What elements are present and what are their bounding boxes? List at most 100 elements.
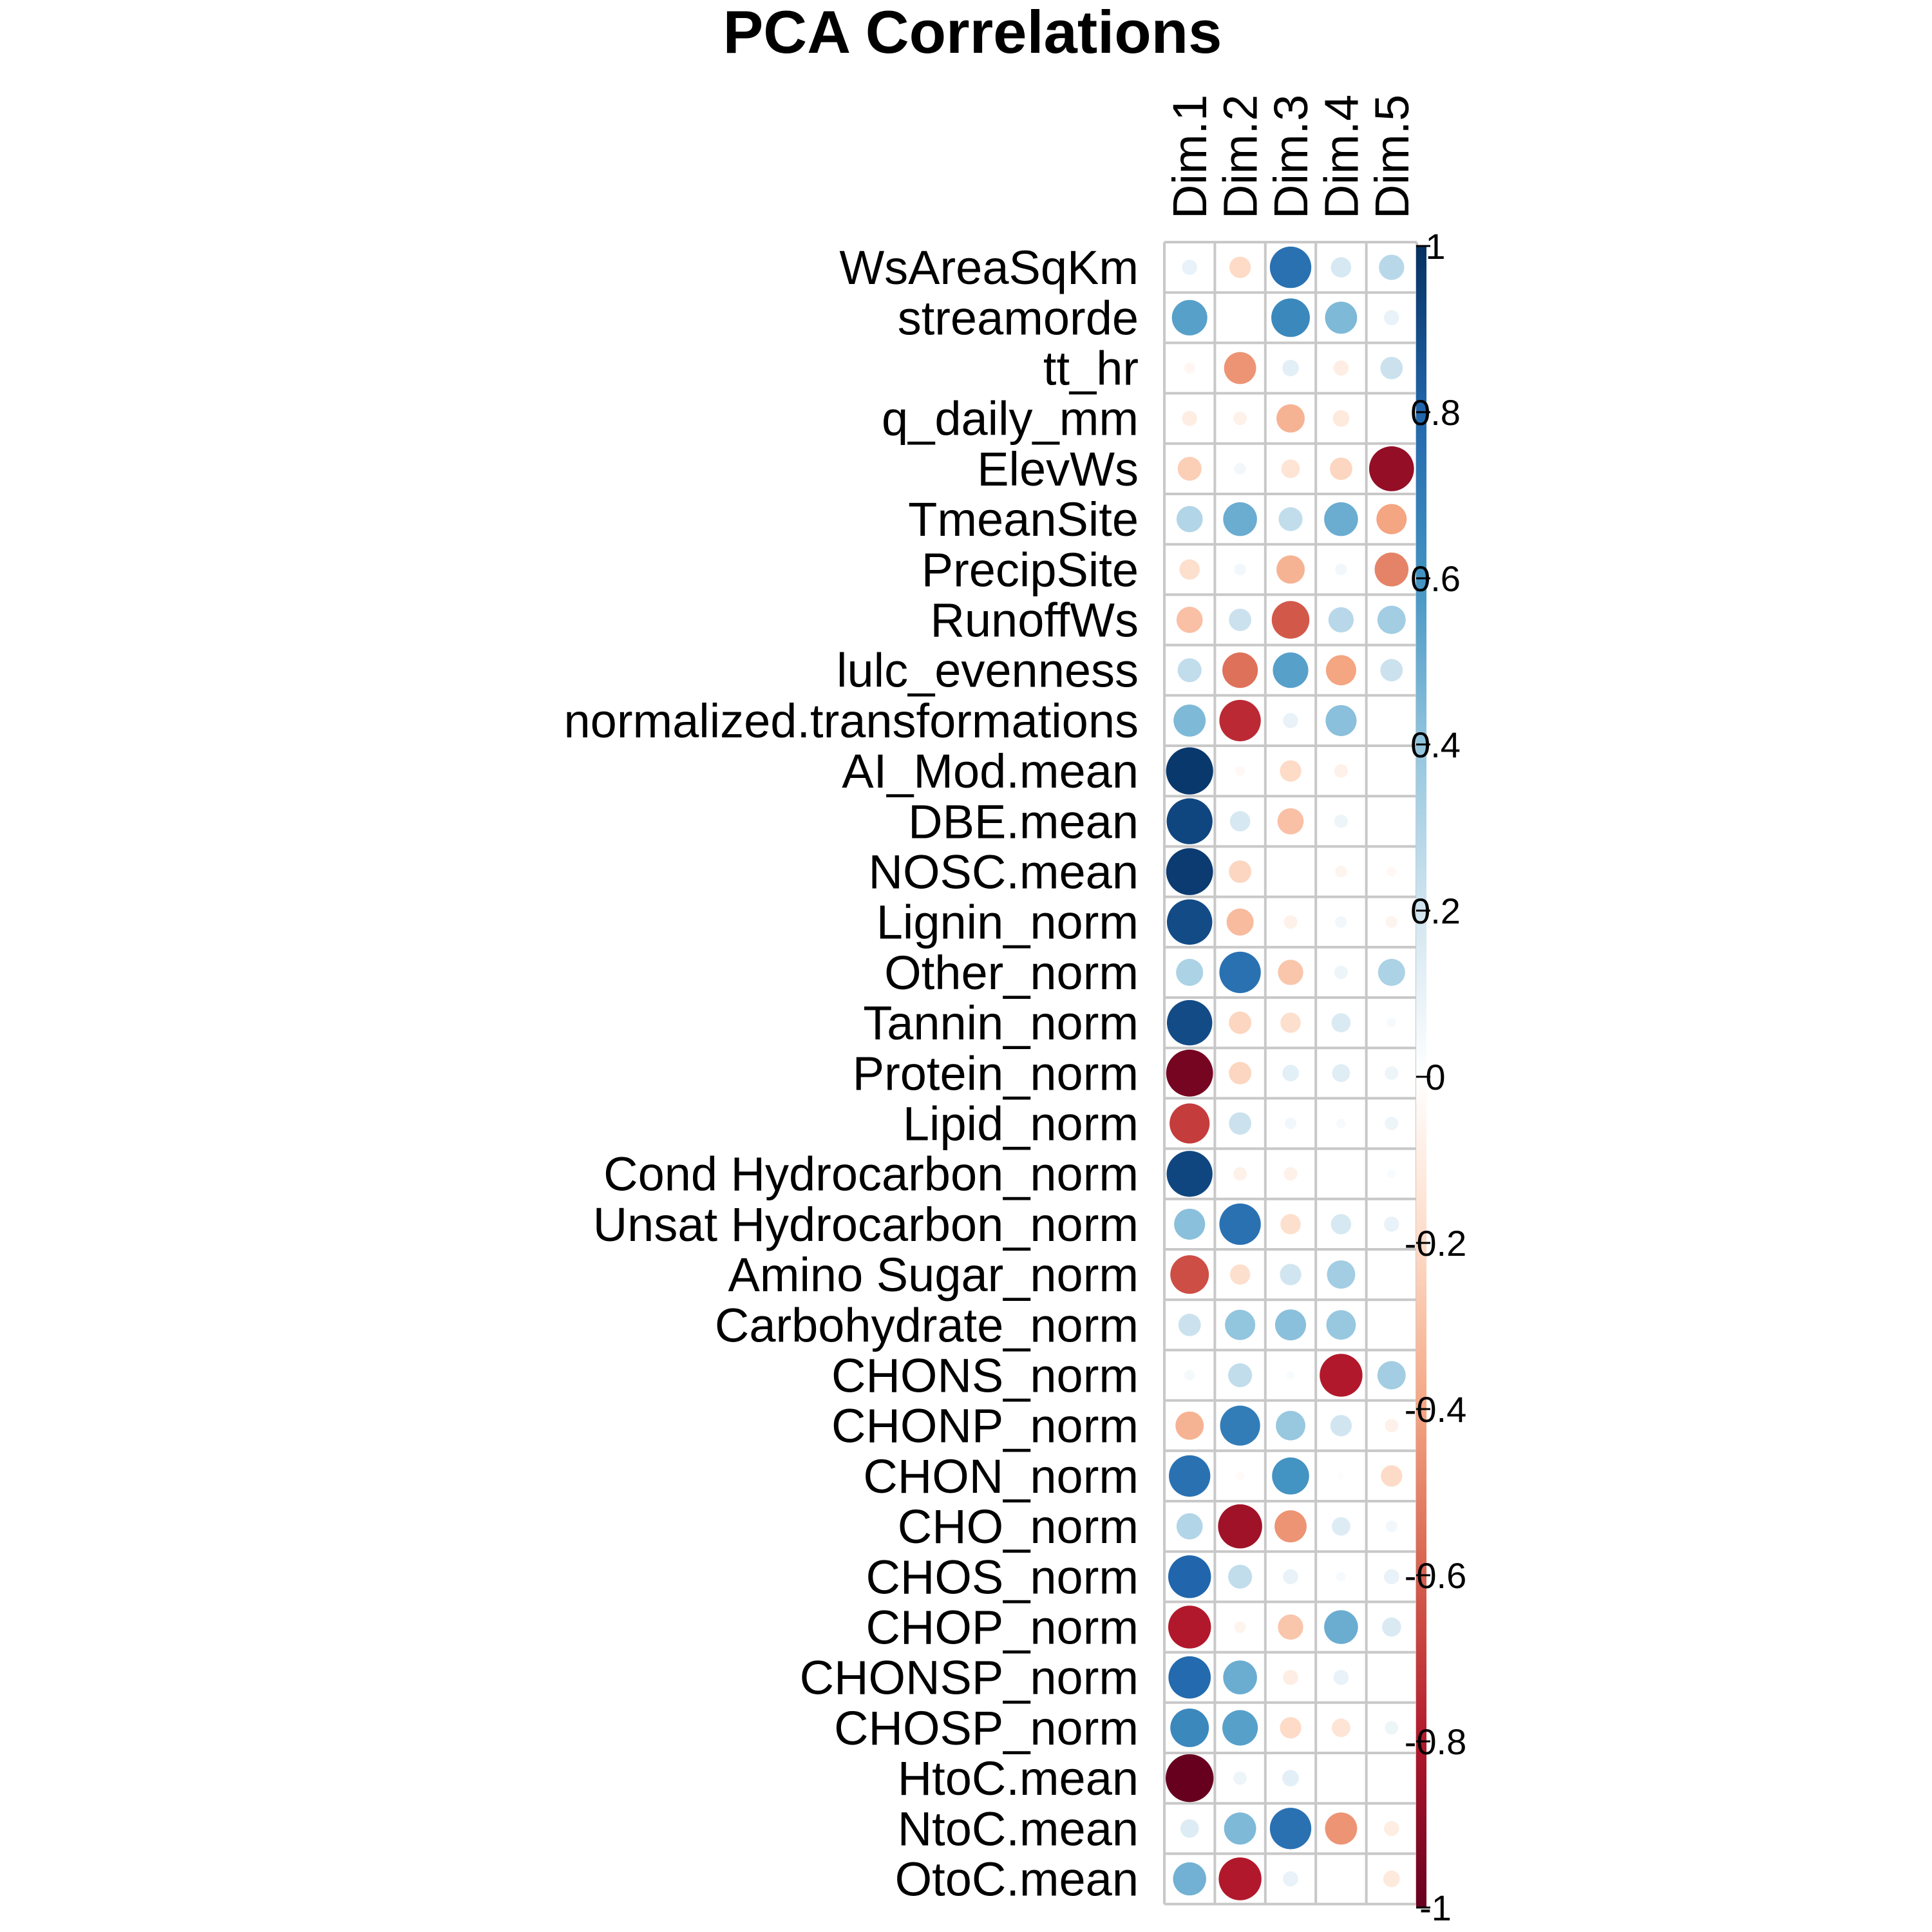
correlation-circle [1278, 960, 1303, 985]
correlation-circle [1278, 1614, 1303, 1640]
correlation-circle [1380, 357, 1403, 379]
correlation-circle [1229, 1112, 1252, 1135]
correlation-circle [1385, 1721, 1399, 1735]
color-legend: 1 0.8 0.6 0.4 0.2 0 -0.2 -0.4 -0.6 -0.8 -1 [1405, 226, 1467, 1928]
correlation-circle [1269, 246, 1312, 289]
correlation-circle [1177, 658, 1202, 683]
correlation-circle [1178, 1313, 1201, 1336]
correlation-circle [1384, 310, 1399, 326]
correlation-circle [1324, 502, 1358, 536]
correlation-circle [1335, 866, 1347, 878]
row-label: Protein_norm [853, 1046, 1139, 1100]
correlation-circle [1383, 1870, 1400, 1888]
row-labels: WsAreaSqKmstreamordett_hrq_daily_mmElevW… [564, 241, 1139, 1906]
correlation-circle [1274, 1309, 1307, 1341]
correlation-circle [1233, 1167, 1247, 1181]
row-label: lulc_evenness [837, 644, 1139, 697]
correlation-circle [1331, 1013, 1351, 1032]
correlation-circle [1331, 1214, 1352, 1235]
correlation-circle [1166, 899, 1213, 945]
correlation-circle [1229, 860, 1252, 883]
correlation-circle [1272, 1457, 1309, 1495]
correlation-circle [1336, 1119, 1346, 1128]
correlation-circle [1385, 1419, 1399, 1433]
correlation-circle [1228, 1363, 1253, 1388]
row-label: CHONSP_norm [800, 1651, 1139, 1705]
correlation-circle [1168, 1605, 1211, 1649]
correlation-circle [1184, 363, 1195, 374]
row-label: AI_Mod.mean [842, 744, 1139, 798]
correlation-circle [1179, 559, 1200, 580]
correlation-circle [1219, 699, 1261, 742]
correlation-circle [1379, 254, 1405, 280]
correlation-circle [1168, 1656, 1211, 1699]
correlation-circle [1233, 412, 1247, 426]
correlation-circle [1282, 1065, 1299, 1082]
correlation-circle [1236, 1472, 1245, 1481]
correlation-circle [1332, 1517, 1350, 1536]
row-label: streamorde [898, 291, 1139, 345]
row-label: Unsat Hydrocarbon_norm [593, 1198, 1139, 1251]
column-label: Dim.2 [1214, 95, 1267, 219]
correlation-circle [1384, 1569, 1399, 1585]
correlation-circle [1224, 352, 1256, 384]
correlation-circle [1170, 1708, 1209, 1747]
correlation-circle [1327, 1260, 1356, 1289]
correlation-circle [1184, 1370, 1195, 1381]
column-label: Dim.4 [1314, 95, 1368, 219]
colorbar-tick-label: -0.8 [1405, 1721, 1467, 1762]
correlation-circle [1334, 965, 1348, 980]
correlation-circle [1234, 564, 1246, 576]
correlation-circle [1325, 705, 1357, 736]
row-label: Lipid_norm [903, 1097, 1139, 1151]
correlation-circle [1381, 1465, 1403, 1487]
row-label: CHO_norm [898, 1500, 1139, 1553]
correlation-circle [1218, 1857, 1262, 1900]
column-label: Dim.3 [1264, 95, 1318, 219]
correlation-circle [1174, 1208, 1206, 1240]
correlation-circle [1171, 299, 1208, 336]
row-label: Cond Hydrocarbon_norm [603, 1148, 1139, 1201]
correlation-circle [1276, 1410, 1305, 1441]
correlation-circle [1283, 1669, 1298, 1685]
column-label: Dim.1 [1163, 95, 1217, 219]
correlation-circle [1166, 798, 1213, 844]
correlation-circle [1376, 504, 1407, 535]
correlation-circle [1280, 760, 1302, 782]
correlation-circle [1276, 555, 1305, 584]
row-label: Other_norm [884, 946, 1139, 999]
correlation-circle [1282, 359, 1299, 377]
correlation-circle [1332, 410, 1350, 427]
correlation-circle [1329, 457, 1352, 480]
correlation-circle [1377, 605, 1406, 634]
correlation-circle [1385, 1520, 1397, 1533]
row-label: Amino Sugar_norm [728, 1248, 1139, 1302]
correlation-circle [1334, 814, 1348, 828]
correlation-circle [1177, 457, 1202, 481]
row-label: HtoC.mean [898, 1752, 1139, 1805]
correlation-circle [1320, 1354, 1363, 1397]
correlation-circle [1169, 1455, 1211, 1497]
correlation-circle [1335, 916, 1347, 928]
colorbar-tick-label: 0.8 [1410, 392, 1461, 433]
row-label: OtoC.mean [895, 1853, 1139, 1906]
row-label: CHOSP_norm [834, 1701, 1139, 1755]
colorbar-tick-label: 0.4 [1410, 724, 1461, 765]
correlation-circle [1271, 298, 1310, 337]
row-label: ElevWs [977, 442, 1139, 496]
row-label: CHOS_norm [866, 1550, 1139, 1604]
correlation-circle [1229, 609, 1252, 631]
correlation-circle [1326, 1310, 1356, 1340]
row-label: RunoffWs [930, 594, 1139, 647]
correlation-circle [1286, 1371, 1295, 1379]
correlation-circle [1224, 1812, 1256, 1845]
row-label: CHON_norm [863, 1450, 1139, 1503]
correlation-circle [1219, 1203, 1261, 1245]
correlation-circle [1182, 260, 1197, 275]
column-label: Dim.5 [1365, 95, 1419, 219]
correlation-circle [1333, 1669, 1349, 1685]
row-label: PrecipSite [922, 543, 1139, 596]
correlation-circle [1325, 301, 1358, 334]
correlation-circle [1332, 1718, 1350, 1738]
